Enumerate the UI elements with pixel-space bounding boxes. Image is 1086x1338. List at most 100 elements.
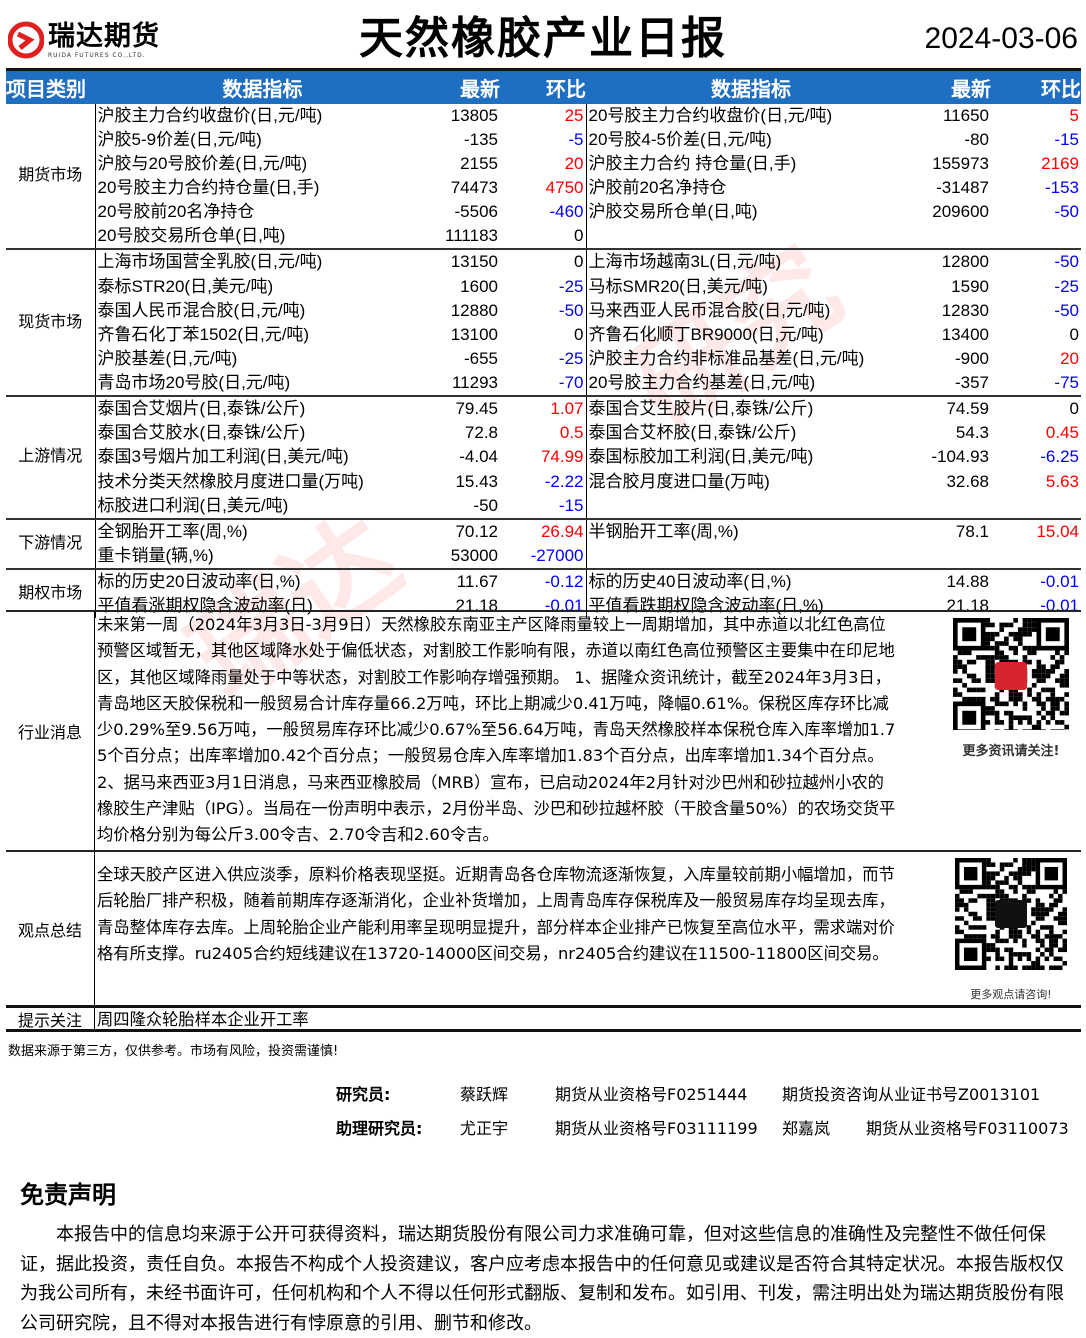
table-row: 泰国人民币混合胶(日,元/吨) 12880 -50 马来西亚人民币混合胶(日,元/吨)… [6, 298, 1081, 323]
indicator-name: 沪胶交易所仓单(日,吨) [585, 200, 916, 225]
change-value: 0.45 [1045, 423, 1079, 443]
column-header: 最新 [916, 68, 991, 104]
wechat-qr-code-icon [955, 858, 1067, 970]
change-value: -460 [549, 202, 584, 222]
indicator-name: 全钢胎开工率(周,%) [95, 517, 430, 544]
indicator-name: 齐鲁石化顺丁BR9000(日,元/吨) [585, 322, 916, 347]
indicator-name [585, 543, 916, 569]
change-value: -25 [558, 349, 584, 369]
latest-value: 13805 [450, 105, 498, 125]
change-value: 15.04 [991, 517, 1081, 544]
category-cell: 上游情况 [6, 395, 96, 519]
latest-value: -50 [473, 495, 498, 515]
column-header: 数据指标 [95, 68, 430, 104]
news-section: 行业消息 未来第一周（2024年3月3日-3月9日）天然橡胶东南亚主产区降雨量较… [6, 610, 1081, 850]
latest-value: 2155 [460, 153, 498, 173]
change-value: 2169 [1041, 153, 1079, 173]
indicator-name: 泰国标胶加工利润(日,美元/吨) [585, 445, 916, 470]
indicator-name: 标的历史40日波动率(日,%) [585, 567, 916, 594]
table-row: 齐鲁石化丁苯1502(日,元/吨) 13100 0 齐鲁石化顺丁BR9000(日,元/… [6, 322, 1081, 347]
latest-value: 13150 [430, 248, 500, 275]
table-row: 现货市场 上海市场国营全乳胶(日,元/吨) 13150 0 上海市场越南3L(日,元/吨… [6, 248, 1081, 397]
tip-text: 周四隆众轮胎样本企业开工率 [97, 1010, 309, 1029]
indicator-name: 20号胶前20名净持仓 [97, 202, 255, 222]
latest-value: 54.3 [955, 423, 989, 443]
indicator-name: 沪胶主力合约收盘价(日,元/吨) [97, 105, 323, 125]
change-value: -0.01 [991, 567, 1081, 594]
table-row: 沪胶与20号胶价差(日,元/吨) 2155 20 沪胶主力合约 持仓量(日,手) 155… [6, 151, 1081, 177]
column-header: 环比 [991, 68, 1081, 104]
table-row: 期权市场 标的历史20日波动率(日,%) 11.67 -0.12 标的历史40日波动率(… [6, 567, 1081, 618]
change-value: 26.94 [500, 517, 586, 544]
indicator-name: 青岛市场20号胶(日,元/吨) [97, 373, 291, 393]
latest-value: -31487 [936, 178, 989, 198]
latest-value: 72.8 [464, 423, 498, 443]
change-value: -50 [558, 300, 584, 320]
column-header: 数据指标 [586, 68, 916, 104]
indicator-name: 齐鲁石化丁苯1502(日,元/吨) [97, 324, 310, 344]
latest-value: 155973 [932, 153, 989, 173]
tip-label: 提示关注 [6, 1008, 95, 1030]
summary-text: 全球天胶产区进入供应淡季，原料价格表现坚挺。近期青岛各仓库物流逐渐恢复，入库量较… [97, 865, 895, 963]
change-value: 4750 [545, 178, 584, 198]
column-header: 最新 [430, 68, 500, 104]
table-row: 沪胶5-9价差(日,元/吨) -135 -5 20号胶4-5价差(日,元/吨) -80 -… [6, 127, 1081, 152]
change-value: -0.12 [500, 567, 586, 594]
indicator-name [585, 493, 916, 519]
indicator-name: 20号胶主力合约基差(日,元/吨) [585, 371, 916, 397]
change-value: -25 [558, 276, 584, 296]
change-value: -15 [1054, 129, 1079, 149]
indicator-name: 泰国合艾烟片(日,泰铢/公斤) [95, 395, 430, 422]
table-row: 重卡销量(辆,%) 53000 -27000 [6, 543, 1081, 569]
report-date: 2024-03-06 [924, 22, 1078, 55]
latest-value [916, 494, 991, 519]
change-value: 20 [1060, 349, 1079, 369]
disclaimer-title: 免责声明 [20, 1181, 116, 1209]
indicator-name: 技术分类天然橡胶月度进口量(万吨) [97, 471, 364, 491]
latest-value: -80 [964, 129, 989, 149]
indicator-name: 半钢胎开工率(周,%) [585, 517, 916, 544]
table-row: 泰国3号烟片加工利润(日,美元/吨) -4.04 74.99 泰国标胶加工利润(日,美… [6, 445, 1081, 470]
summary-section: 观点总结 全球天胶产区进入供应淡季，原料价格表现坚挺。近期青岛各仓库物流逐渐恢复… [6, 850, 1081, 1005]
indicator-name: 20号胶主力合约收盘价(日,元/吨) [585, 103, 916, 128]
change-value: 0 [991, 395, 1081, 422]
change-value: -153 [1044, 178, 1079, 198]
change-value: -25 [1054, 276, 1079, 296]
data-table: 项目类别 数据指标 最新 环比 数据指标 最新 环比 期货市场 沪胶主力合约收盘价(日,元/吨… [6, 68, 1081, 618]
latest-value: 11650 [942, 105, 989, 125]
table-row: 20号胶主力合约持仓量(日,手) 74473 4750 沪胶前20名净持仓 -31487… [6, 176, 1081, 201]
change-value: -75 [1054, 373, 1079, 393]
indicator-name: 沪胶基差(日,元/吨) [97, 349, 238, 369]
change-value: -50 [1054, 202, 1079, 222]
table-row: 技术分类天然橡胶月度进口量(万吨) 15.43 -2.22 混合胶月度进口量(万吨) 3… [6, 469, 1081, 494]
change-value: -5 [568, 129, 584, 149]
category-cell: 期权市场 [6, 567, 96, 618]
source-note: 数据来源于第三方，仅供参考。市场有风险，投资需谨慎! [8, 1044, 339, 1059]
indicator-name: 上海市场越南3L(日,元/吨) [585, 248, 916, 275]
latest-value: -4.04 [459, 447, 498, 467]
latest-value: 13100 [450, 324, 498, 344]
change-value: -6.25 [1040, 447, 1079, 467]
table-row: 期货市场 沪胶主力合约收盘价(日,元/吨) 13805 25 20号胶主力合约收盘价(日… [6, 103, 1081, 250]
change-value: 25 [564, 105, 584, 125]
change-value: 0 [574, 226, 584, 246]
latest-value: 1600 [460, 276, 498, 296]
change-value: -2.22 [544, 471, 584, 491]
latest-value: 12830 [941, 300, 989, 320]
qr-code-icon [952, 617, 1069, 734]
summary-label: 观点总结 [6, 852, 95, 1005]
latest-value: 1590 [951, 276, 989, 296]
table-row: 泰国合艾胶水(日,泰铢/公斤) 72.8 0.5 泰国合艾杯胶(日,泰铢/公斤) 54.… [6, 421, 1081, 446]
table-row: 青岛市场20号胶(日,元/吨) 11293 -70 20号胶主力合约基差(日,元/吨)… [6, 371, 1081, 397]
change-value: 5 [1069, 105, 1079, 125]
latest-value: -655 [463, 349, 498, 369]
change-value: 20 [564, 153, 584, 173]
indicator-name: 20号胶4-5价差(日,元/吨) [585, 127, 916, 152]
table-row: 泰标STR20(日,美元/吨) 1600 -25 马标SMR20(日,美元/吨) 159… [6, 274, 1081, 299]
indicator-name: 马来西亚人民币混合胶(日,元/吨) [585, 298, 916, 323]
qr-summary: 更多观点请咨询! [955, 858, 1067, 1002]
latest-value: -357 [954, 373, 989, 393]
column-header: 环比 [500, 68, 586, 104]
change-value [991, 544, 1081, 569]
change-value: -27000 [530, 545, 584, 565]
